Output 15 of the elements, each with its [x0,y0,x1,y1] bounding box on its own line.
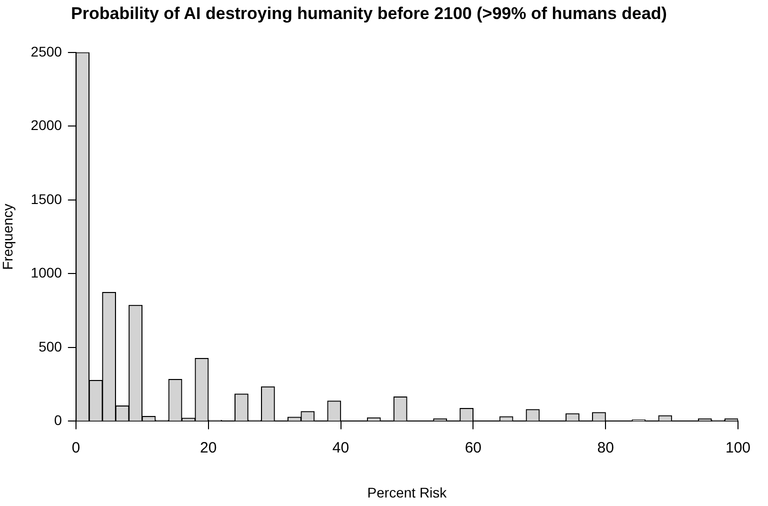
x-tick-label: 0 [72,439,80,456]
y-tick-label: 500 [38,338,62,354]
y-tick-label: 2000 [30,117,62,134]
x-tick-label: 100 [725,439,751,456]
chart-title: Probability of AI destroying humanity before 2100 (>99% of humans dead) [71,4,667,23]
x-tick-label: 80 [597,439,614,456]
x-tick-label: 60 [464,439,482,456]
x-axis-title: Percent Risk [367,484,448,500]
x-tick-label: 20 [200,439,217,456]
x-tick-label: 40 [332,439,350,456]
y-tick-label: 2500 [30,43,62,60]
y-tick-label: 1500 [30,190,62,207]
y-tick-label: 0 [54,412,62,428]
y-axis-title: Frequency [0,204,16,270]
y-tick-label: 1000 [30,264,62,281]
